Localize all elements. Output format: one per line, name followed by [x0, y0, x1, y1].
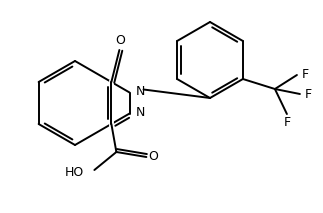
Text: HO: HO	[65, 167, 84, 180]
Text: F: F	[302, 69, 309, 82]
Text: N: N	[136, 85, 145, 98]
Text: F: F	[283, 115, 290, 128]
Text: F: F	[305, 88, 312, 101]
Text: N: N	[136, 106, 145, 119]
Text: O: O	[115, 35, 125, 47]
Text: O: O	[149, 151, 158, 164]
